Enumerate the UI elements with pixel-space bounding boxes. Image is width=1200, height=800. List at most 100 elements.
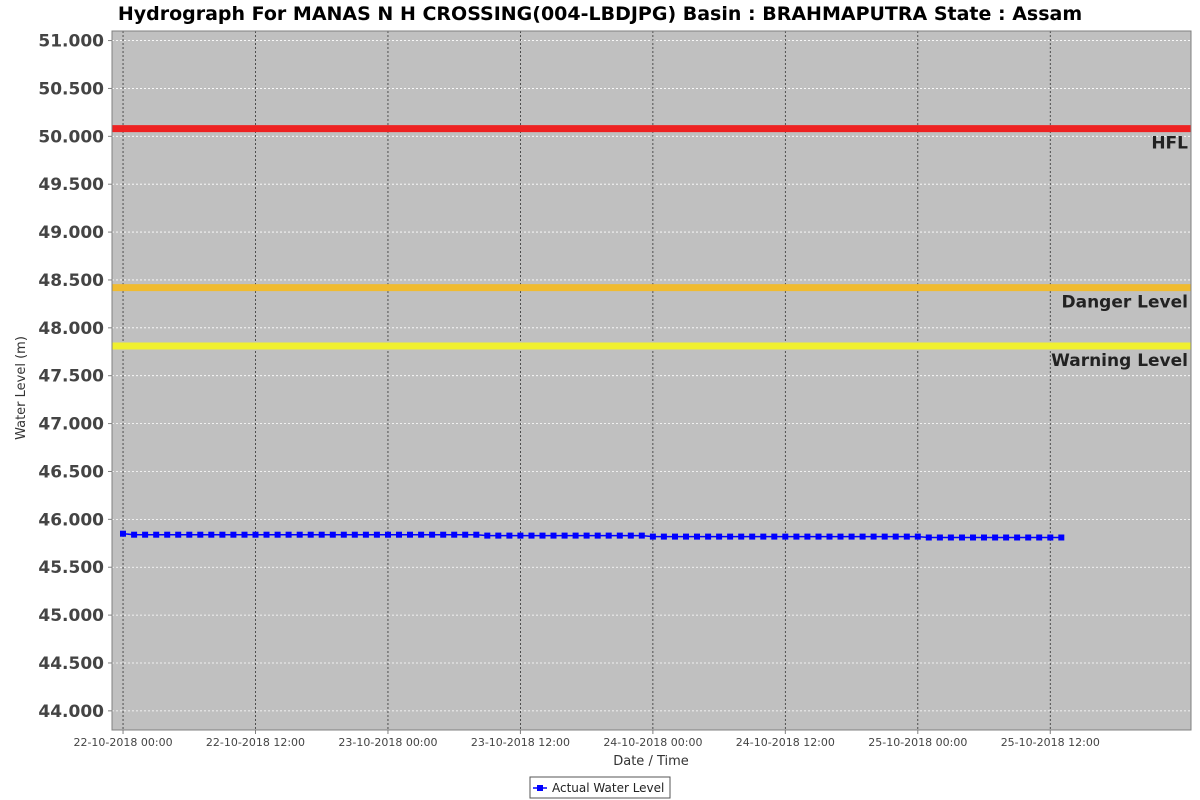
- data-point: [1058, 534, 1065, 541]
- data-point: [484, 532, 491, 539]
- y-tick-label: 48.500: [38, 271, 104, 291]
- data-point: [649, 533, 656, 540]
- data-point: [1025, 534, 1032, 541]
- data-point: [263, 531, 270, 538]
- data-point: [517, 532, 524, 539]
- data-point: [175, 531, 182, 538]
- data-point: [550, 532, 557, 539]
- data-point: [848, 533, 855, 540]
- y-tick-label: 45.000: [38, 606, 104, 626]
- y-tick-label: 47.000: [38, 415, 104, 435]
- reference-line-label: Warning Level: [1051, 351, 1188, 371]
- y-tick-label: 44.000: [38, 702, 104, 722]
- data-point: [241, 531, 248, 538]
- data-point: [1047, 534, 1054, 541]
- data-point: [351, 531, 358, 538]
- data-point: [738, 533, 745, 540]
- y-tick-label: 50.500: [38, 79, 104, 99]
- data-point: [252, 531, 259, 538]
- data-point: [716, 533, 723, 540]
- legend: Actual Water Level: [529, 776, 671, 799]
- data-point: [506, 532, 513, 539]
- x-axis-label: Date / Time: [613, 754, 689, 769]
- reference-lines: HFL Danger Level Warning Level: [112, 125, 1191, 371]
- data-point: [120, 530, 126, 537]
- data-point: [870, 533, 877, 540]
- data-point: [605, 532, 612, 539]
- data-point: [992, 534, 999, 541]
- data-point: [583, 532, 590, 539]
- x-tick-label: 22-10-2018 00:00: [73, 736, 172, 749]
- y-tick-label: 49.500: [38, 175, 104, 195]
- data-point: [429, 531, 436, 538]
- data-point: [473, 531, 480, 538]
- data-point: [186, 531, 193, 538]
- x-tick-label: 25-10-2018 12:00: [1001, 736, 1100, 749]
- data-point: [749, 533, 756, 540]
- data-point: [318, 531, 325, 538]
- x-tick-label: 24-10-2018 00:00: [603, 736, 702, 749]
- data-point: [903, 533, 910, 540]
- legend-marker-swatch: [537, 785, 543, 791]
- data-point: [362, 531, 369, 538]
- data-point: [947, 534, 954, 541]
- legend-label: Actual Water Level: [552, 781, 664, 795]
- x-tick-label: 23-10-2018 00:00: [338, 736, 437, 749]
- y-tick-label: 46.500: [38, 462, 104, 482]
- data-point: [396, 531, 402, 538]
- data-point: [495, 532, 502, 539]
- reference-line-label: HFL: [1151, 134, 1188, 154]
- y-tick-label: 47.500: [38, 367, 104, 387]
- y-tick-label: 45.500: [38, 558, 104, 578]
- chart-title: Hydrograph For MANAS N H CROSSING(004-LB…: [118, 3, 1082, 25]
- data-point: [859, 533, 866, 540]
- data-point: [440, 531, 447, 538]
- data-point: [208, 531, 215, 538]
- data-point: [627, 532, 634, 539]
- data-point: [638, 532, 645, 539]
- data-point: [837, 533, 844, 540]
- data-point: [418, 531, 425, 538]
- data-point: [274, 531, 281, 538]
- data-point: [925, 534, 932, 541]
- data-point: [815, 533, 822, 540]
- data-point: [959, 534, 965, 541]
- data-point: [914, 533, 921, 540]
- data-point: [385, 531, 391, 538]
- data-point: [594, 532, 601, 539]
- y-tick-label: 50.000: [38, 127, 104, 147]
- data-point: [451, 531, 458, 538]
- reference-line-label: Danger Level: [1062, 293, 1189, 313]
- x-tick-label: 25-10-2018 00:00: [868, 736, 967, 749]
- data-point: [164, 531, 171, 538]
- data-point: [660, 533, 667, 540]
- x-tick-label: 23-10-2018 12:00: [471, 736, 570, 749]
- grid-lines: [112, 31, 1191, 730]
- data-point: [572, 532, 579, 539]
- y-tick-label: 46.000: [38, 510, 104, 530]
- data-point: [727, 533, 734, 540]
- water-level-series: [120, 530, 1065, 541]
- y-tick-label: 51.000: [38, 32, 104, 52]
- data-point: [694, 533, 700, 540]
- y-tick-label: 48.000: [38, 319, 104, 339]
- data-point: [793, 533, 800, 540]
- data-point: [1014, 534, 1021, 541]
- x-tick-label: 22-10-2018 12:00: [206, 736, 305, 749]
- data-point: [296, 531, 303, 538]
- data-point: [131, 531, 138, 538]
- legend-box: [529, 776, 671, 799]
- data-point: [539, 532, 546, 539]
- data-point: [285, 531, 292, 538]
- data-point: [407, 531, 413, 538]
- data-point: [970, 534, 976, 541]
- x-axis-ticks: 22-10-2018 00:00 22-10-2018 12:00 23-10-20…: [73, 730, 1100, 749]
- data-point: [142, 531, 149, 538]
- y-axis-ticks: 44.000 44.500 45.000 45.500 46.000 46.500 47.0…: [38, 32, 112, 722]
- data-point: [804, 533, 811, 540]
- y-tick-label: 44.500: [38, 654, 104, 674]
- data-point: [771, 533, 778, 540]
- data-point: [153, 531, 160, 538]
- data-point: [1036, 534, 1043, 541]
